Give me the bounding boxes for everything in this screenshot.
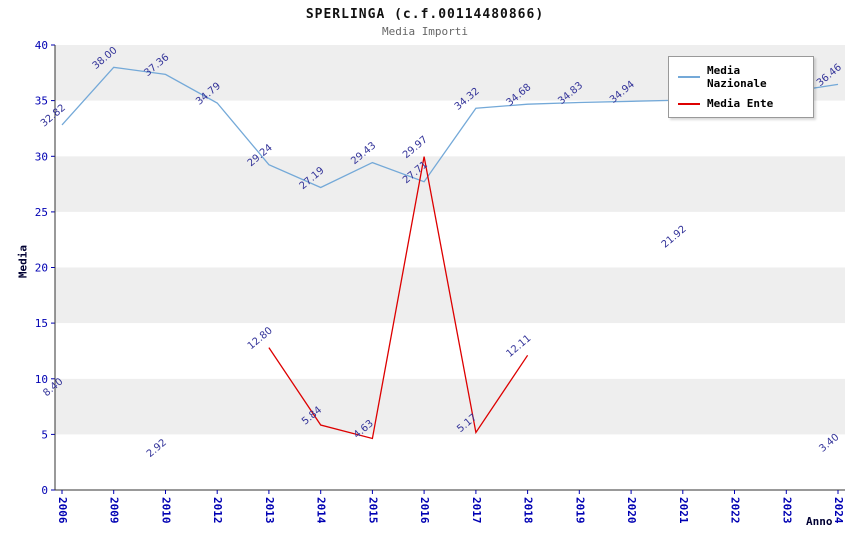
legend-item-media-ente: Media Ente <box>678 97 804 110</box>
y-tick-label: 20 <box>35 262 48 275</box>
x-tick-label: 2010 <box>160 497 173 524</box>
x-tick-label: 2015 <box>366 497 379 524</box>
x-tick-label: 2006 <box>56 497 69 524</box>
legend-label-media-ente: Media Ente <box>707 97 774 110</box>
y-tick-label: 5 <box>41 428 48 441</box>
legend-line-sample-media-nazionale <box>678 76 700 78</box>
chart-subtitle: Media Importi <box>381 25 469 38</box>
x-axis-title: Anno <box>806 515 833 528</box>
y-axis-title: Media <box>16 244 30 279</box>
y-tick-label: 40 <box>35 39 48 52</box>
plot-band <box>55 211 845 268</box>
plot-band <box>55 156 845 212</box>
x-tick-label: 2013 <box>263 497 276 524</box>
legend-item-media-nazionale: Media Nazionale <box>678 64 804 90</box>
x-tick-label: 2022 <box>729 497 742 524</box>
legend: Media Nazionale Media Ente <box>668 56 814 118</box>
x-tick-label: 2021 <box>677 497 690 524</box>
x-tick-label: 2009 <box>108 497 121 524</box>
x-tick-label: 2023 <box>780 497 793 524</box>
y-tick-label: 30 <box>35 150 48 163</box>
x-tick-label: 2020 <box>625 497 638 524</box>
x-tick-label: 2012 <box>211 497 224 524</box>
x-tick-label: 2017 <box>470 497 483 524</box>
y-tick-label: 0 <box>41 484 48 497</box>
plot-band <box>55 434 845 490</box>
legend-label-media-nazionale: Media Nazionale <box>707 64 767 90</box>
plot-band <box>55 378 845 435</box>
x-tick-label: 2016 <box>418 497 431 524</box>
y-tick-label: 15 <box>35 317 48 330</box>
y-tick-label: 10 <box>35 373 48 386</box>
y-tick-label: 35 <box>35 95 48 108</box>
chart-title: SPERLINGA (c.f.00114480866) <box>305 7 545 22</box>
legend-line-sample-media-ente <box>678 102 700 105</box>
x-tick-label: 2014 <box>315 497 328 524</box>
plot-band <box>55 323 845 379</box>
x-tick-label: 2018 <box>522 497 535 524</box>
x-tick-label: 2024 <box>832 497 845 524</box>
y-tick-label: 25 <box>35 206 48 219</box>
x-tick-label: 2019 <box>573 497 586 524</box>
